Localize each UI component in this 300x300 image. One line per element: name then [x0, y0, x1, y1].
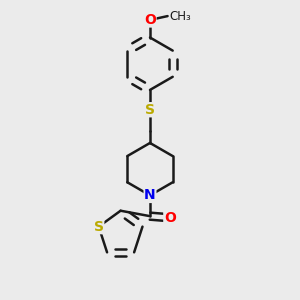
- Text: S: S: [94, 220, 104, 234]
- Text: S: S: [145, 103, 155, 117]
- Text: O: O: [144, 13, 156, 27]
- Text: CH₃: CH₃: [169, 10, 191, 22]
- Text: N: N: [144, 188, 156, 203]
- Text: O: O: [164, 211, 176, 225]
